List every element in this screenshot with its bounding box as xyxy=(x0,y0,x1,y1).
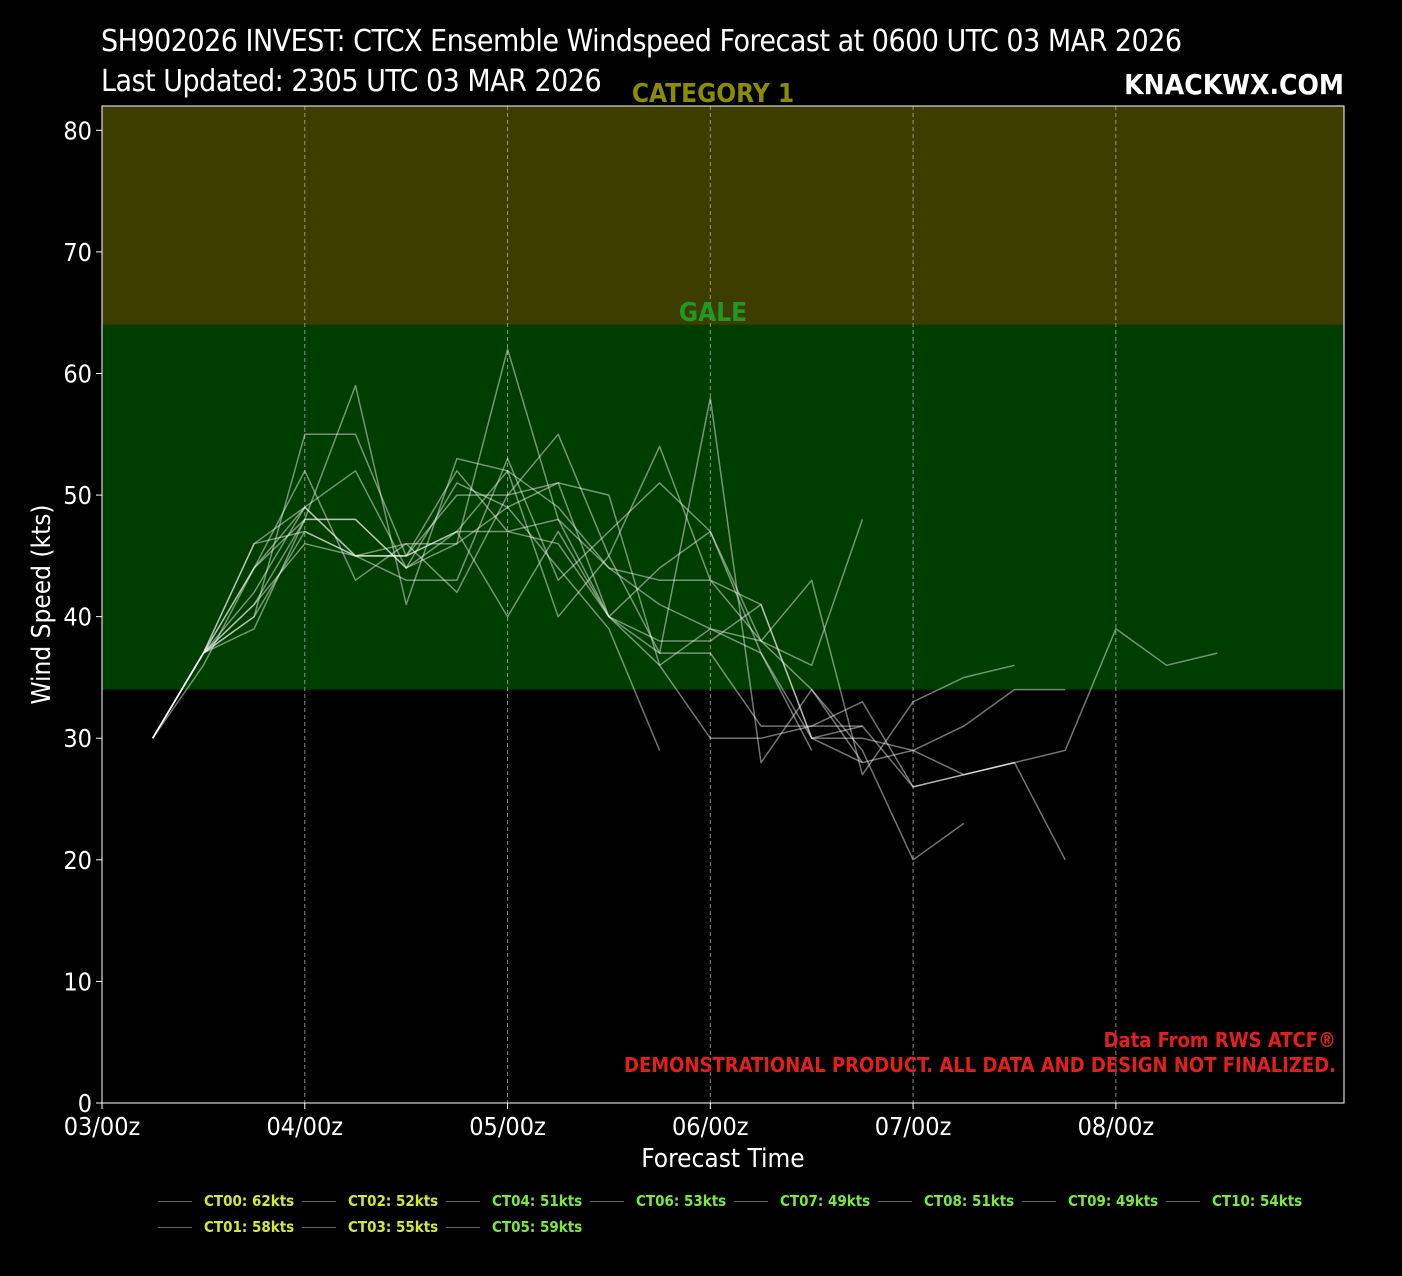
legend-swatch xyxy=(446,1200,480,1202)
legend-item-ct05: CT05: 59kts xyxy=(446,1218,582,1236)
legend-item-ct09: CT09: 49kts xyxy=(1022,1192,1158,1210)
series-line-ct06 xyxy=(152,384,1015,776)
legend-item-ct01: CT01: 58kts xyxy=(158,1218,294,1236)
x-tick-label: 08/00z xyxy=(1078,1112,1155,1141)
legend-label: CT07: 49kts xyxy=(780,1192,871,1210)
y-axis-label: Wind Speed (kts) xyxy=(27,504,57,704)
legend-item-ct10: CT10: 54kts xyxy=(1166,1192,1302,1210)
legend-item-ct07: CT07: 49kts xyxy=(734,1192,870,1210)
y-tick-label: 60 xyxy=(63,359,92,388)
band-gale xyxy=(102,324,1344,690)
series-line-ct09 xyxy=(152,482,813,751)
y-tick-label: 80 xyxy=(63,116,92,145)
x-tick-label: 04/00z xyxy=(266,1112,343,1141)
legend-label: CT10: 54kts xyxy=(1212,1192,1303,1210)
legend-label: CT01: 58kts xyxy=(204,1218,295,1236)
x-tick-label: 03/00z xyxy=(64,1112,141,1141)
series-line-ct07 xyxy=(152,470,863,764)
annotation-data-source: Data From RWS ATCF® xyxy=(1104,1028,1336,1052)
y-tick-label: 20 xyxy=(63,846,92,875)
legend-item-ct02: CT02: 52kts xyxy=(302,1192,438,1210)
legend-label: CT06: 53kts xyxy=(636,1192,727,1210)
chart-legend: CT00: 62kts CT01: 58kts CT02: 52kts CT03: 5… xyxy=(0,1192,1402,1252)
legend-swatch xyxy=(158,1226,192,1228)
legend-swatch xyxy=(1166,1200,1200,1202)
series-line-ct02 xyxy=(152,470,1015,776)
legend-label: CT00: 62kts xyxy=(204,1192,295,1210)
legend-swatch xyxy=(734,1200,768,1202)
legend-item-ct03: CT03: 55kts xyxy=(302,1218,438,1236)
x-tick-label: 05/00z xyxy=(469,1112,546,1141)
band-label-gale: GALE xyxy=(679,298,747,328)
series-line-ct03 xyxy=(152,433,1218,788)
windspeed-chart: GALE CATEGORY 1 0 10 20 30 40 50 60 70 80 03/00z 04/… xyxy=(27,79,1345,1174)
series-line-ct05 xyxy=(152,433,1066,861)
legend-swatch xyxy=(590,1200,624,1202)
legend-swatch xyxy=(1022,1200,1056,1202)
brand-logo-text: KNACKWX.COM xyxy=(1124,68,1344,101)
chart-subtitle: Last Updated: 2305 UTC 03 MAR 2026 xyxy=(101,64,602,99)
y-tick-label: 10 xyxy=(63,967,92,996)
legend-label: CT02: 52kts xyxy=(348,1192,439,1210)
series-line-ct04 xyxy=(152,506,1066,752)
chart-title: SH902026 INVEST: CTCX Ensemble Windspeed… xyxy=(101,24,1182,59)
y-tick-label: 40 xyxy=(63,603,92,632)
plot-frame xyxy=(101,105,1345,1104)
legend-label: CT09: 49kts xyxy=(1068,1192,1159,1210)
band-label-category-1: CATEGORY 1 xyxy=(632,79,794,109)
legend-item-ct06: CT06: 53kts xyxy=(590,1192,726,1210)
series-line-ct10 xyxy=(152,457,864,739)
legend-label: CT08: 51kts xyxy=(924,1192,1015,1210)
series-line-ct01 xyxy=(152,397,965,861)
y-tick-label: 30 xyxy=(63,724,92,753)
x-tick-label: 07/00z xyxy=(875,1112,952,1141)
legend-item-ct08: CT08: 51kts xyxy=(878,1192,1014,1210)
legend-swatch xyxy=(302,1200,336,1202)
legend-item-ct00: CT00: 62kts xyxy=(158,1192,294,1210)
legend-swatch xyxy=(878,1200,912,1202)
legend-swatch xyxy=(446,1226,480,1228)
y-tick-label: 50 xyxy=(63,481,92,510)
x-axis-label: Forecast Time xyxy=(641,1144,804,1174)
band-category-1 xyxy=(102,106,1344,325)
series-line-ct00 xyxy=(152,348,863,739)
legend-item-ct04: CT04: 51kts xyxy=(446,1192,582,1210)
annotation-disclaimer: DEMONSTRATIONAL PRODUCT. ALL DATA AND DE… xyxy=(624,1053,1336,1077)
y-tick-label: 0 xyxy=(78,1089,92,1118)
x-tick-label: 06/00z xyxy=(672,1112,749,1141)
series-line-ct08 xyxy=(152,470,661,751)
legend-swatch xyxy=(158,1200,192,1202)
y-tick-label: 70 xyxy=(63,238,92,267)
legend-label: CT03: 55kts xyxy=(348,1218,439,1236)
legend-label: CT05: 59kts xyxy=(492,1218,583,1236)
legend-label: CT04: 51kts xyxy=(492,1192,583,1210)
legend-swatch xyxy=(302,1226,336,1228)
